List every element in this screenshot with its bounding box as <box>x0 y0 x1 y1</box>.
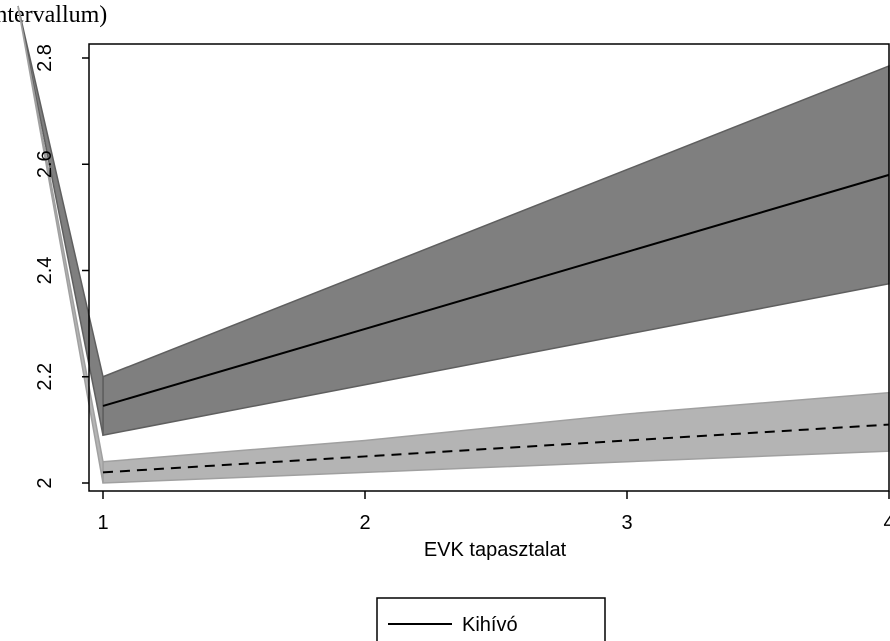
y-tick-label: 2 <box>34 477 56 488</box>
x-tick-label: 1 <box>97 512 108 534</box>
plot-frame <box>88 43 890 492</box>
x-tick-label: 4 <box>883 512 890 534</box>
y-tick-label: 2.8 <box>34 44 56 72</box>
series-line-kihivo <box>102 173 890 407</box>
ci-band-kihivo <box>102 64 890 437</box>
x-axis: 1 2 3 4 <box>97 491 890 534</box>
x-axis-label: EVK tapasztalat <box>424 539 567 561</box>
y-axis: 2 2.2 2.4 2.6 2.8 <box>34 44 89 489</box>
legend-box <box>376 597 606 641</box>
confidence-bands <box>102 64 890 484</box>
y-tick-label: 2.4 <box>34 257 56 285</box>
legend-label-kihivo: Kihívó <box>462 614 518 636</box>
stray-band-artifacts <box>17 5 104 484</box>
stray-band-inkumbens <box>17 5 104 484</box>
series-line-inkumbens <box>102 423 890 474</box>
y-tick-label: 2.2 <box>34 363 56 391</box>
chart-title: a intervallum) <box>0 2 107 28</box>
series-lines <box>102 173 890 474</box>
x-tick-label: 2 <box>359 512 370 534</box>
y-tick-label: 2.6 <box>34 150 56 178</box>
legend: Kihívó <box>376 597 606 641</box>
x-tick-label: 3 <box>621 512 632 534</box>
